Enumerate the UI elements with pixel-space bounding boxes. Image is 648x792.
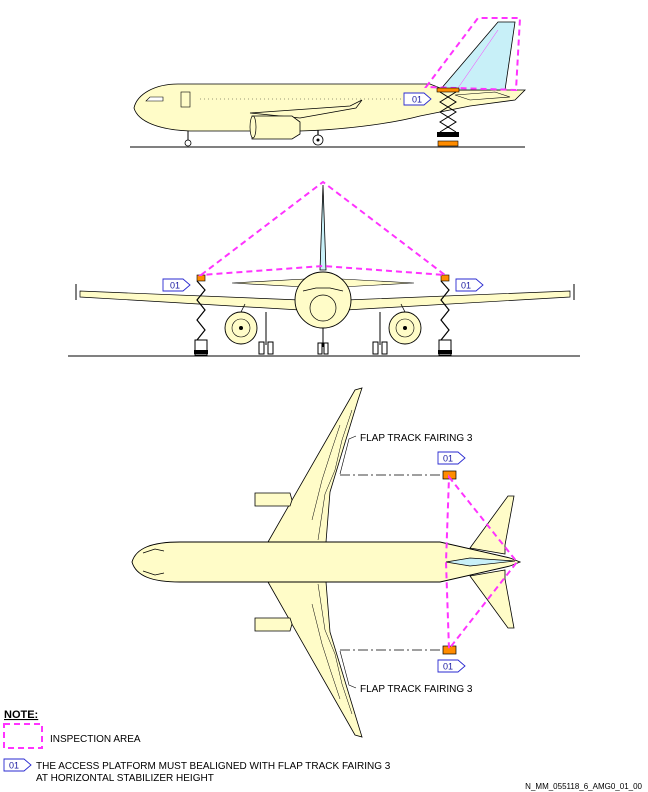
front-view-landing-gear <box>258 312 388 355</box>
note-title: NOTE: <box>4 709 38 721</box>
note-tag-label: 01 <box>9 761 19 771</box>
inspection-area-legend-icon <box>3 723 43 749</box>
plan-view-lower-leader <box>339 650 357 689</box>
side-view-nose-wheel <box>184 139 192 147</box>
legend: NOTE: INSPECTION AREA 01 THE ACCESS PLAT… <box>3 709 643 791</box>
plan-view-upper-flap-label: FLAP TRACK FAIRING 3 <box>360 433 473 444</box>
front-view-left-pylon <box>240 303 246 313</box>
plan-view-upper-leader <box>339 435 357 475</box>
plan-view-lower-engine <box>254 617 293 632</box>
platform-note-line-2: AT HORIZONTAL STABILIZER HEIGHT <box>36 773 214 784</box>
note-tag: 01 <box>3 758 32 772</box>
side-view: 01 <box>130 17 526 148</box>
plan-view-inspection-area <box>444 474 519 652</box>
front-view-right-wing <box>345 290 571 311</box>
front-view-nose-radome <box>309 294 337 322</box>
plan-view-lower-stabilizer <box>469 569 515 629</box>
plan-view-fuselage <box>131 541 522 583</box>
front-view-cockpit-windows <box>302 287 344 292</box>
front-view-left-engine <box>224 311 258 345</box>
side-view-inspection-area <box>424 17 522 92</box>
front-view-right-platform-icon <box>438 274 452 356</box>
plan-view-lower-tag-label: 01 <box>443 662 453 672</box>
front-view: 01 01 <box>68 180 580 357</box>
plan-view-upper-wing <box>267 387 363 543</box>
front-view-left-tag: 01 <box>162 278 191 292</box>
front-view-left-platform-icon <box>194 274 208 356</box>
front-view-vertical-fin <box>319 184 327 271</box>
front-view-inspection-area <box>197 180 449 277</box>
side-view-engine <box>251 115 301 140</box>
drawing-reference: N_MM_055118_6_AMG0_01_00 <box>525 782 642 791</box>
side-view-horizontal-stabilizer <box>454 91 511 101</box>
side-view-main-hub <box>316 138 320 142</box>
plan-view-lower-flap-label: FLAP TRACK FAIRING 3 <box>360 684 473 695</box>
side-view-vertical-fin <box>439 21 516 91</box>
plan-view-lower-tag: 01 <box>437 659 466 673</box>
front-view-right-pylon <box>400 303 406 313</box>
front-view-right-tag: 01 <box>455 278 484 292</box>
plan-view-vertical-fin <box>445 557 516 567</box>
side-view-fin-rudder-line <box>457 29 499 89</box>
side-view-door <box>180 91 191 108</box>
plan-view-upper-engine <box>254 492 293 507</box>
plan-view-cockpit-windows <box>142 548 165 576</box>
plan-view-upper-stabilizer <box>469 495 515 555</box>
plan-view-upper-tag: 01 <box>437 451 466 465</box>
side-view-tag: 01 <box>403 92 432 106</box>
front-view-left-wing <box>79 290 301 311</box>
plan-view-upper-tag-label: 01 <box>443 454 453 464</box>
side-view-tag-label: 01 <box>412 95 422 105</box>
side-view-engine-inlet <box>249 115 257 139</box>
front-view-left-tag-label: 01 <box>170 281 180 291</box>
side-view-platform-icon <box>436 87 460 147</box>
inspection-area-label: INSPECTION AREA <box>50 734 141 745</box>
plan-view-flaps <box>311 409 353 715</box>
front-view-right-tag-label: 01 <box>461 281 471 291</box>
platform-note-line-1: THE ACCESS PLATFORM MUST BEALIGNED WITH … <box>36 761 391 772</box>
side-view-cockpit-windows <box>145 96 164 102</box>
plan-view-lower-wing <box>267 581 363 738</box>
front-view-right-engine <box>388 311 422 345</box>
plan-view: FLAP TRACK FAIRING 3 FLAP TRACK FAIRING … <box>131 387 522 738</box>
